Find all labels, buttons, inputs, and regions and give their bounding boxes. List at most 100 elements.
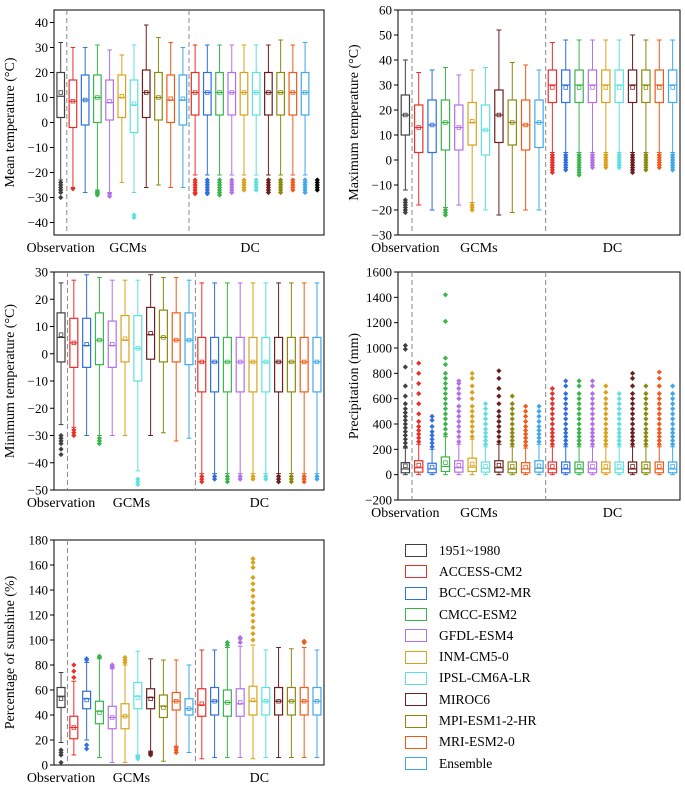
box-body <box>641 461 651 474</box>
group-label-gcms: GCMs <box>460 241 497 256</box>
outlier-point <box>402 444 408 450</box>
box-6 <box>117 54 127 183</box>
outlier-point <box>302 189 308 196</box>
outlier-point <box>496 385 502 392</box>
mean-marker <box>670 464 675 469</box>
chart-panel-3: −50 −40 −30 −20 −10 0 10 20 30 Minimum temperatur… <box>3 265 325 511</box>
box-21 <box>667 39 678 173</box>
box-19 <box>276 39 286 196</box>
box-16 <box>248 282 258 482</box>
box-body <box>313 72 322 115</box>
box-body <box>547 461 558 474</box>
outlier-point <box>496 423 502 430</box>
box-7 <box>480 67 491 211</box>
y-tick-label: 40 <box>379 53 392 68</box>
box-body <box>560 69 571 104</box>
outlier-point <box>643 421 649 427</box>
outlier-point <box>509 411 515 417</box>
outlier-point <box>482 401 489 407</box>
outlier-point <box>429 429 435 435</box>
box-body <box>56 686 66 709</box>
mean-marker <box>192 90 198 95</box>
outlier-point <box>469 418 475 425</box>
outlier-point <box>656 383 662 389</box>
outlier-point <box>402 425 408 431</box>
group-label-dc: DC <box>250 771 269 786</box>
y-tick-label: 0 <box>42 346 49 361</box>
outlier-point <box>456 439 462 445</box>
outlier-point <box>84 746 90 752</box>
box-body <box>105 79 114 121</box>
box-15 <box>227 44 237 196</box>
mean-marker <box>276 359 281 365</box>
box-body <box>427 462 437 474</box>
outlier-point <box>402 393 408 399</box>
outlier-point <box>416 439 422 445</box>
box-10 <box>520 64 531 211</box>
legend-swatch <box>405 565 427 579</box>
y-tick-label: 20 <box>35 292 48 307</box>
y-tick-label: 40 <box>35 708 48 723</box>
outlier-point <box>603 434 609 440</box>
outlier-point <box>536 435 542 441</box>
outlier-point <box>496 429 502 435</box>
outlier-point <box>106 193 113 199</box>
outlier-point <box>241 187 247 193</box>
outlier-point <box>629 401 636 407</box>
box-13 <box>210 649 220 758</box>
outlier-point <box>549 437 555 444</box>
box-7 <box>133 650 143 762</box>
mean-marker <box>186 706 192 711</box>
group-label-observation: Observation <box>27 771 95 786</box>
legend-label: Ensemble <box>439 755 493 771</box>
box-body <box>601 69 611 104</box>
box-18 <box>264 44 273 196</box>
outlier-point <box>496 368 502 374</box>
outlier-point <box>509 434 515 440</box>
outlier-point <box>643 416 649 422</box>
outlier-point <box>563 391 569 397</box>
mean-marker <box>616 85 622 90</box>
mean-marker <box>205 90 210 95</box>
box-11 <box>184 279 194 439</box>
mean-marker <box>135 695 141 700</box>
outlier-point <box>509 406 515 412</box>
box-3 <box>427 413 437 476</box>
mean-marker <box>199 701 204 706</box>
outlier-point <box>670 441 676 447</box>
outlier-point <box>58 446 64 452</box>
outlier-point <box>509 441 515 447</box>
box-17 <box>251 44 261 193</box>
mean-marker <box>97 710 102 715</box>
outlier-point <box>549 411 555 417</box>
outlier-point <box>656 430 662 436</box>
y-tick-label: 1000 <box>366 341 392 356</box>
box-body <box>299 336 309 393</box>
mean-marker <box>603 85 609 90</box>
outlier-point <box>616 396 622 402</box>
outlier-point <box>563 426 569 432</box>
box-1 <box>400 59 411 216</box>
outlier-point <box>643 441 649 447</box>
outlier-point <box>216 192 223 198</box>
outlier-point <box>616 391 622 397</box>
y-axis-label: Percentage of sunshine (%) <box>3 575 18 729</box>
mean-marker <box>429 122 435 128</box>
box-6 <box>120 279 130 436</box>
outlier-point <box>563 437 569 444</box>
outlier-point <box>442 375 449 381</box>
y-tick-label: −30 <box>28 428 48 443</box>
mean-marker <box>263 699 268 704</box>
box-body <box>141 69 151 119</box>
outlier-point <box>509 426 515 432</box>
outlier-point <box>58 194 64 201</box>
mean-marker <box>550 85 555 90</box>
mean-marker <box>416 462 421 468</box>
box-body <box>667 69 678 104</box>
legend-swatch <box>405 544 427 558</box>
box-12 <box>197 282 207 485</box>
outlier-point <box>416 401 422 407</box>
mean-marker <box>643 464 649 469</box>
outlier-point <box>576 391 582 397</box>
box-body <box>227 71 237 116</box>
